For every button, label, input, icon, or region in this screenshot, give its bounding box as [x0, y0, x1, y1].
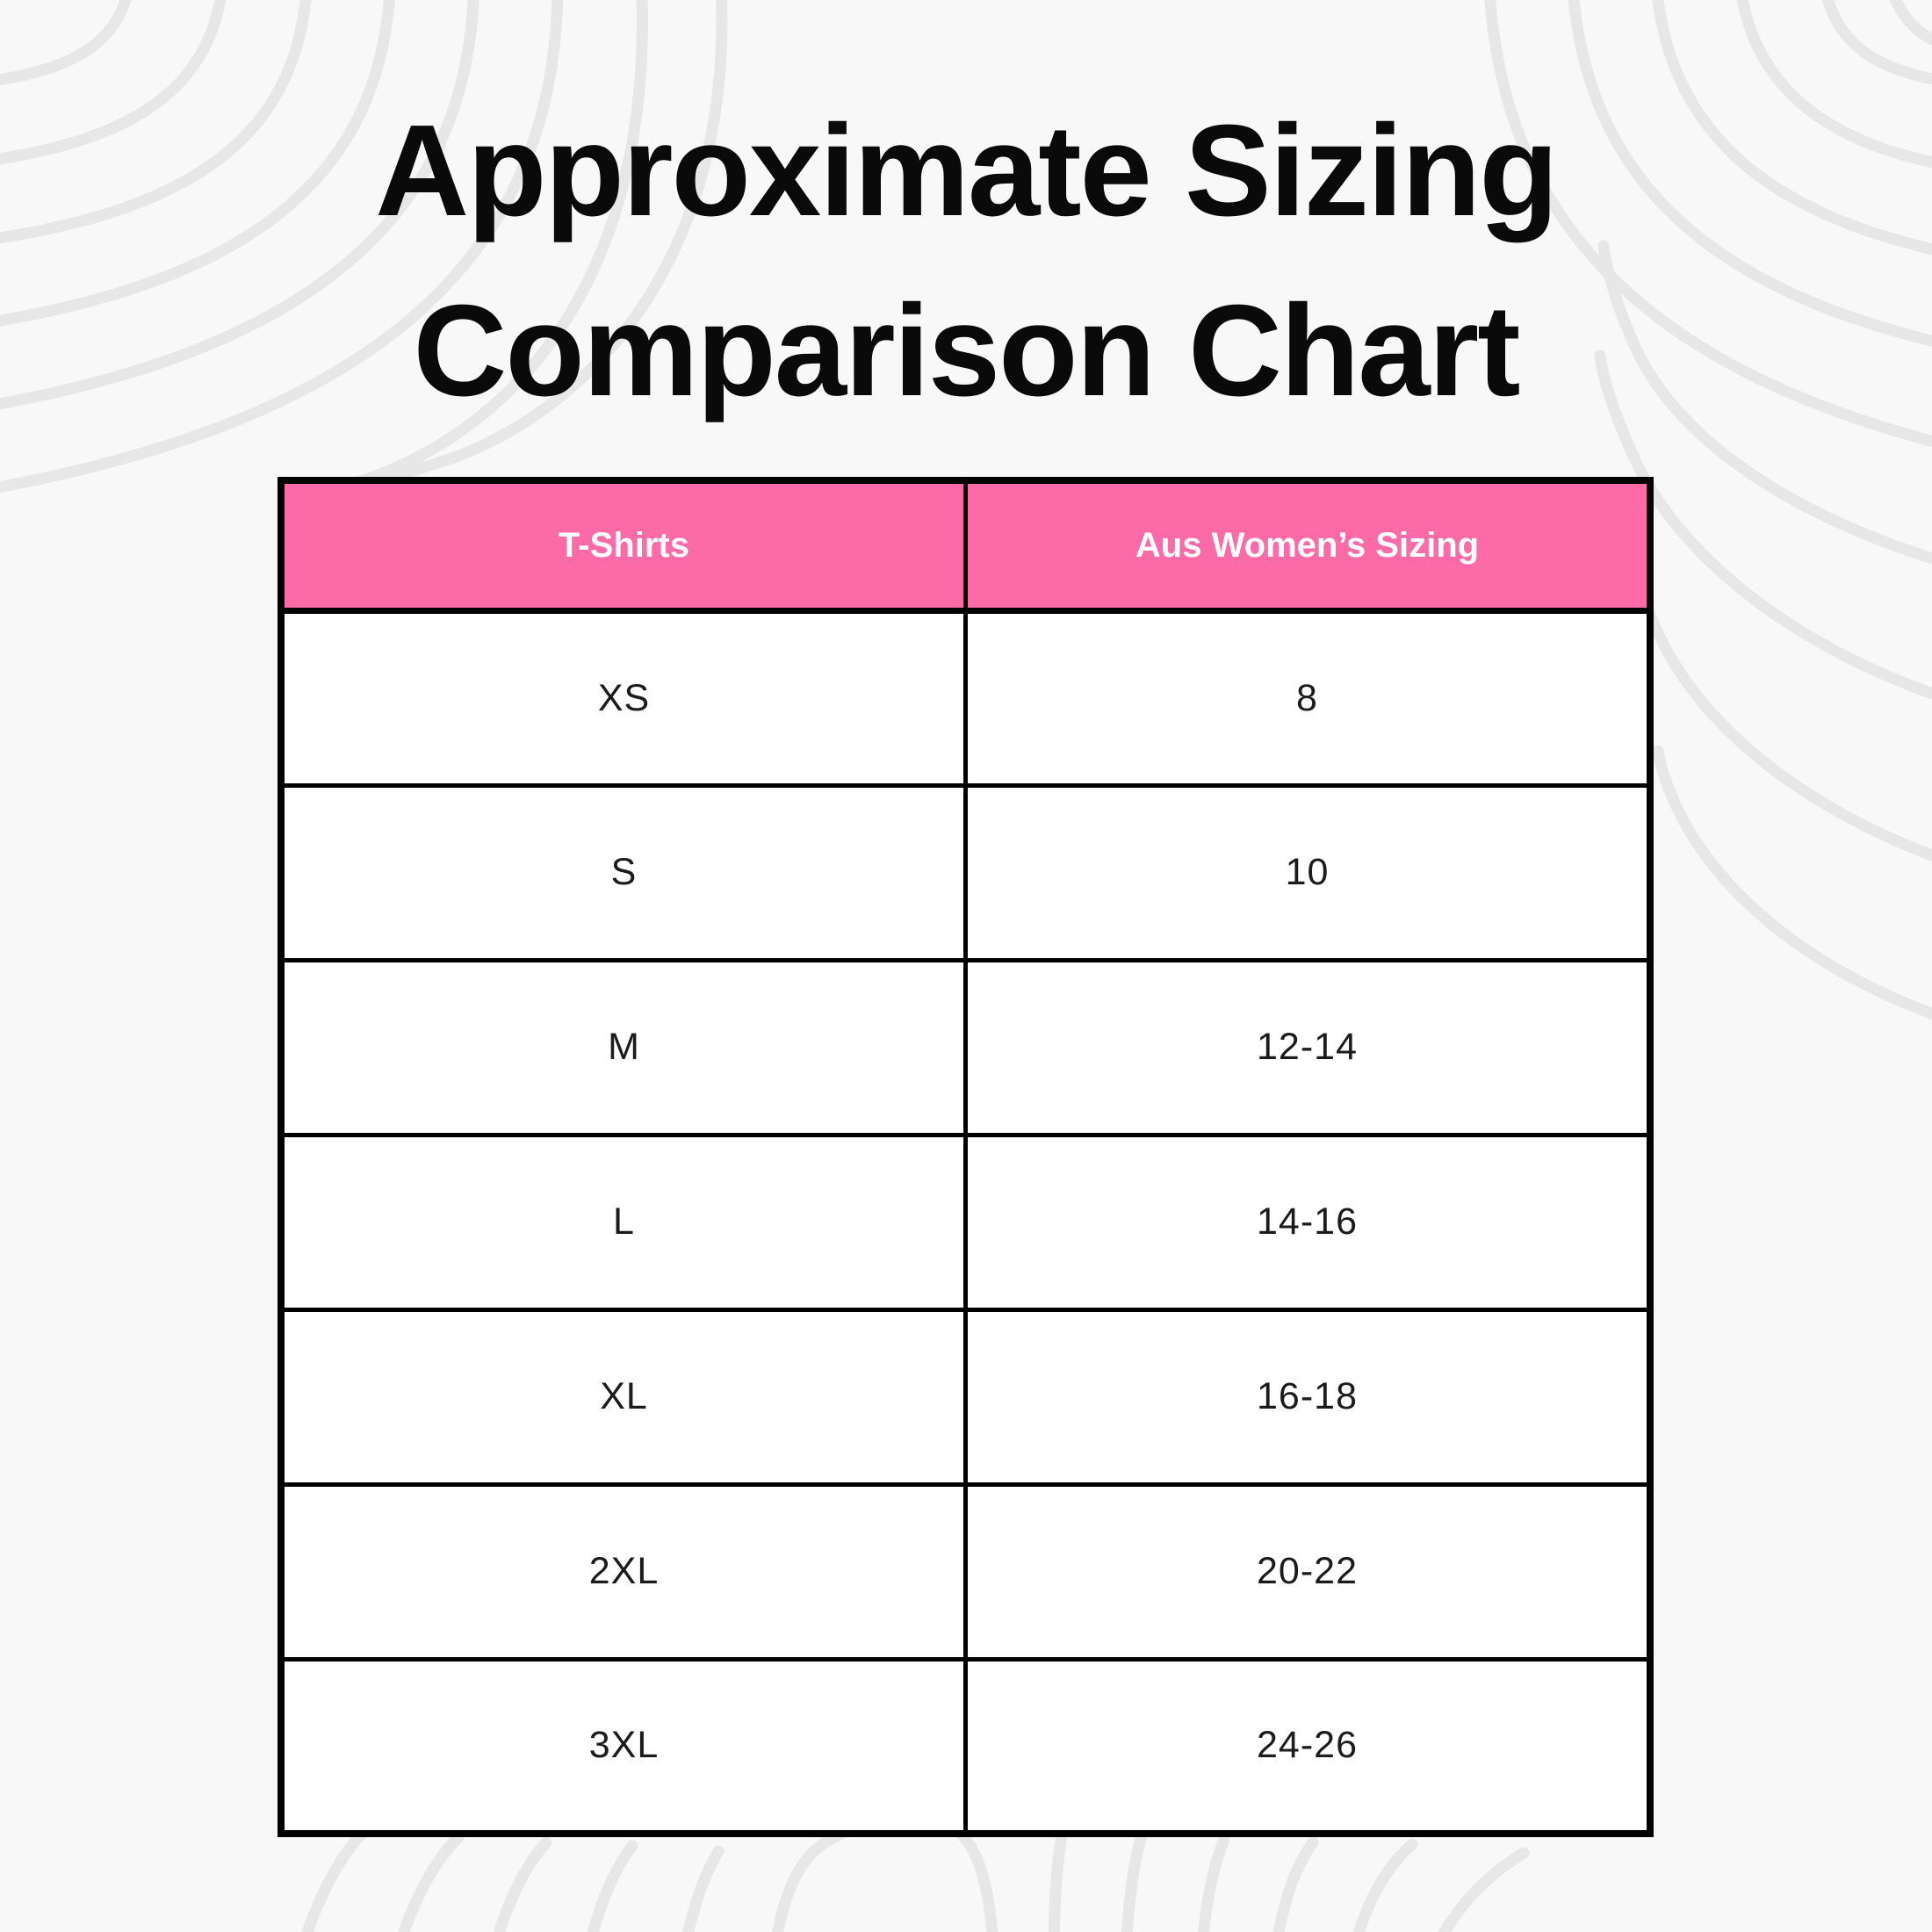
contour-line	[1198, 1834, 1230, 1932]
contour-line	[1652, 745, 1932, 1020]
contour-line	[493, 1836, 552, 1932]
contour-line	[1889, 0, 1932, 47]
contour-line	[0, 0, 564, 494]
aus-size-cell: 16-18	[963, 1307, 1653, 1487]
tshirt-size-cell: L	[278, 1132, 968, 1312]
aus-size-cell: 8	[963, 608, 1653, 788]
contour-line	[1272, 1836, 1319, 1932]
table-header-row: T-Shirts Aus Women’s Sizing	[278, 478, 1653, 614]
tshirt-size-cell: 2XL	[278, 1481, 968, 1662]
page-title-line-1: Approximate Sizing	[375, 98, 1559, 243]
tshirt-size-cell: S	[278, 782, 968, 962]
tshirt-size-cell: M	[278, 957, 968, 1137]
contour-line	[0, 0, 132, 86]
tshirt-size-cell: 3XL	[278, 1656, 968, 1836]
table-row: S 10	[278, 782, 1653, 962]
table-row: XS 8	[278, 608, 1653, 788]
aus-size-cell: 20-22	[963, 1481, 1653, 1662]
sizing-comparison-table: T-Shirts Aus Women’s Sizing XS 8 S 10 M …	[278, 477, 1654, 1837]
contour-line	[397, 1831, 465, 1932]
contour-line	[1821, 0, 1932, 85]
page-title: Approximate Sizing Comparison Chart	[0, 81, 1932, 441]
contour-line	[1048, 1825, 1069, 1932]
contour-line	[1438, 1847, 1530, 1932]
contour-line	[0, 0, 395, 327]
tshirt-size-cell: XS	[278, 608, 968, 788]
contour-line	[0, 0, 312, 244]
contour-line	[1652, 0, 1932, 256]
contour-line	[1736, 0, 1932, 169]
aus-size-cell: 10	[963, 782, 1653, 962]
contour-line	[301, 1825, 371, 1932]
table-row: L 14-16	[278, 1132, 1653, 1312]
aus-size-cell: 12-14	[963, 957, 1653, 1137]
table-row: XL 16-18	[278, 1307, 1653, 1487]
table-row: M 12-14	[278, 957, 1653, 1137]
contour-line	[1568, 0, 1932, 347]
tshirt-size-cell: XL	[278, 1307, 968, 1487]
contour-line	[1622, 538, 1932, 861]
table-row: 2XL 20-22	[278, 1481, 1653, 1662]
contour-line	[0, 0, 227, 165]
contour-line	[1352, 1838, 1418, 1932]
contour-line	[1594, 350, 1932, 700]
contour-line	[587, 1840, 638, 1932]
column-header-aus-womens-sizing: Aus Women’s Sizing	[963, 478, 1653, 614]
contour-line	[345, 0, 728, 492]
aus-size-cell: 14-16	[963, 1132, 1653, 1312]
aus-size-cell: 24-26	[963, 1656, 1653, 1836]
contour-line	[1597, 240, 1932, 565]
table-row: 3XL 24-26	[278, 1656, 1653, 1836]
column-header-tshirts: T-Shirts	[278, 478, 968, 614]
contour-line	[1121, 1829, 1148, 1932]
contour-line	[682, 1845, 724, 1932]
contour-line	[0, 0, 479, 410]
page-title-line-2: Comparison Chart	[413, 278, 1520, 423]
